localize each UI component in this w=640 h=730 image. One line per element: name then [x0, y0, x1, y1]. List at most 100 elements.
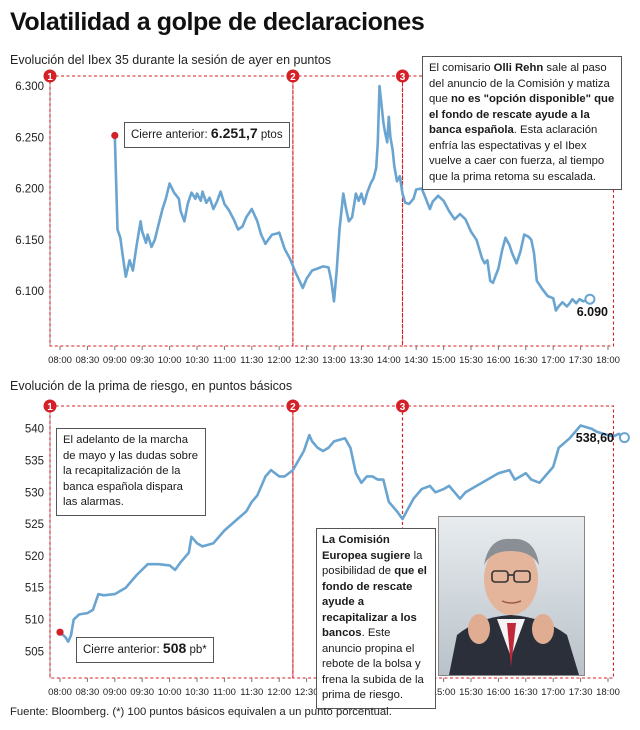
ibex-xtick-label: 13:00 — [322, 355, 346, 366]
prima-xtick-label: 17:00 — [541, 687, 565, 698]
prima-event-badge — [396, 399, 409, 413]
prima-annotation-box-1: El adelanto de la marcha de mayo y las d… — [56, 428, 206, 516]
page-title: Volatilidad a golpe de declaraciones — [10, 8, 425, 36]
ibex-xtick-label: 14:30 — [404, 355, 428, 366]
ibex-xtick-label: 11:30 — [240, 355, 263, 366]
ibex-ytick-label: 6.300 — [15, 81, 44, 93]
ibex-xtick-label: 12:30 — [295, 355, 319, 366]
ibex-xtick-label: 11:00 — [213, 355, 236, 366]
prima-end-label: 538,60 — [576, 431, 614, 445]
ibex-end-label: 6.090 — [577, 305, 608, 319]
ibex-xtick-label: 10:00 — [158, 355, 182, 366]
ibex-annotation-box: El comisario Olli Rehn sale al paso del … — [422, 56, 622, 190]
prima-xtick-label: 17:30 — [569, 687, 593, 698]
ibex-xtick-label: 12:00 — [267, 355, 291, 366]
ibex-note-text-3: no es "opción disponible" que el fondo d… — [429, 93, 615, 136]
prima-xtick-label: 09:00 — [103, 687, 127, 698]
ibex-xtick-label: 17:00 — [541, 355, 565, 366]
ibex-note-text-1: Olli Rehn — [493, 62, 544, 74]
ibex-previous-close-box: Cierre anterior: 6.251,7 ptos — [124, 122, 290, 148]
ibex-note-text-2: sale al paso del anuncio de la Comisión … — [429, 62, 610, 105]
ibex-subtitle: Evolución del Ibex 35 durante la sesión … — [10, 53, 332, 67]
ibex-xtick-label: 08:00 — [48, 355, 72, 366]
prima-series-line — [58, 424, 626, 643]
prima-event-number: 2 — [290, 402, 296, 413]
ibex-xtick-label: 10:30 — [185, 355, 209, 366]
ibex-event-badge — [43, 69, 57, 83]
prima-previous-close-box: Cierre anterior: 508 pb* — [76, 637, 214, 663]
prima-note-text-1: la posibilidad de — [322, 549, 423, 578]
ibex-ytick-label: 6.200 — [15, 184, 44, 196]
ibex-xtick-label: 09:30 — [130, 355, 154, 366]
olli-rehn-photo — [438, 516, 585, 676]
ibex-xtick-label: 13:30 — [350, 355, 374, 366]
prima-event-badge — [286, 399, 300, 413]
ibex-ytick-label: 6.100 — [15, 286, 44, 298]
prima-xtick-label: 11:30 — [240, 687, 263, 698]
prima-xtick-label: 15:00 — [432, 687, 456, 698]
prima-ytick-label: 540 — [25, 424, 44, 436]
ibex-note-text-0: El comisario — [429, 62, 494, 74]
prima-xtick-label: 10:30 — [185, 687, 209, 698]
prima-event-badge — [43, 399, 57, 413]
ibex-event-number: 1 — [47, 72, 53, 83]
ibex-note-text-4: . Esta aclaración enfría las espectativa… — [429, 124, 605, 183]
prima-ytick-label: 535 — [25, 456, 44, 468]
ibex-prev-value: 6.251,7 — [210, 125, 258, 141]
prima-ytick-label: 510 — [25, 614, 44, 626]
prima-note-text-3: . Este anuncio propina el rebote de la b… — [322, 627, 424, 701]
ibex-previous-close-marker — [111, 131, 119, 140]
prima-ytick-label: 530 — [25, 487, 44, 499]
prima-ytick-label: 525 — [25, 519, 44, 531]
prima-xtick-label: 15:30 — [459, 687, 483, 698]
prima-ytick-label: 505 — [25, 646, 44, 658]
prima-ytick-label: 520 — [25, 551, 44, 563]
ibex-xtick-label: 16:00 — [487, 355, 511, 366]
ibex-xtick-label: 17:30 — [569, 355, 593, 366]
prima-note-text-2: que el fondo de rescate ayude a recapita… — [322, 565, 427, 639]
ibex-xtick-label: 18:00 — [596, 355, 620, 366]
prima-note-text-0: La Comisión Europea sugiere — [322, 534, 411, 562]
ibex-prev-label: Cierre anterior: — [131, 129, 208, 141]
prima-xtick-label: 16:00 — [487, 687, 511, 698]
prima-event-region — [49, 405, 294, 679]
prima-xtick-label: 12:00 — [267, 687, 291, 698]
ibex-xtick-label: 16:30 — [514, 355, 538, 366]
ibex-event-number: 2 — [290, 72, 296, 83]
prima-previous-close-marker — [56, 628, 64, 636]
prima-prev-value: 508 — [162, 640, 187, 656]
ibex-xtick-label: 15:00 — [432, 355, 456, 366]
prima-subtitle: Evolución de la prima de riesgo, en punt… — [10, 379, 293, 393]
prima-end-marker — [618, 432, 630, 444]
prima-xtick-label: 08:00 — [48, 687, 72, 698]
ibex-ytick-label: 6.150 — [15, 235, 44, 247]
ibex-ytick-label: 6.250 — [15, 132, 44, 144]
source-note: Fuente: Bloomberg. (*) 100 puntos básico… — [10, 706, 392, 718]
prima-xtick-label: 11:00 — [213, 687, 236, 698]
ibex-prev-unit: ptos — [260, 129, 283, 141]
prima-event-number: 3 — [400, 402, 406, 413]
prima-xtick-label: 18:00 — [596, 687, 620, 698]
prima-xtick-label: 09:30 — [130, 687, 154, 698]
prima-xtick-label: 08:30 — [76, 687, 100, 698]
ibex-end-marker — [584, 293, 596, 305]
prima-xtick-label: 12:30 — [295, 687, 319, 698]
prima-event-region — [401, 405, 615, 679]
prima-xtick-label: 10:00 — [158, 687, 182, 698]
ibex-event-badge — [396, 69, 409, 83]
ibex-xtick-label: 08:30 — [76, 355, 100, 366]
prima-prev-label: Cierre anterior: — [83, 644, 160, 656]
ibex-series-line — [113, 84, 592, 312]
ibex-event-badge — [286, 69, 300, 83]
prima-xtick-label: 16:30 — [514, 687, 538, 698]
ibex-event-region — [49, 75, 294, 347]
prima-chart: 505 510 515 520 525 530 535 540 1 2 3 08:00 08:30 09:… — [0, 392, 640, 709]
prima-prev-unit: pb* — [189, 644, 207, 656]
ibex-xtick-label: 15:30 — [459, 355, 483, 366]
ibex-event-number: 3 — [400, 72, 406, 83]
prima-event-number: 1 — [47, 402, 53, 413]
ibex-xtick-label: 14:00 — [377, 355, 401, 366]
ibex-chart: 6.100 6.150 6.200 6.250 6.300 1 2 3 08:00 08:30 09… — [0, 56, 640, 368]
ibex-xtick-label: 09:00 — [103, 355, 127, 366]
